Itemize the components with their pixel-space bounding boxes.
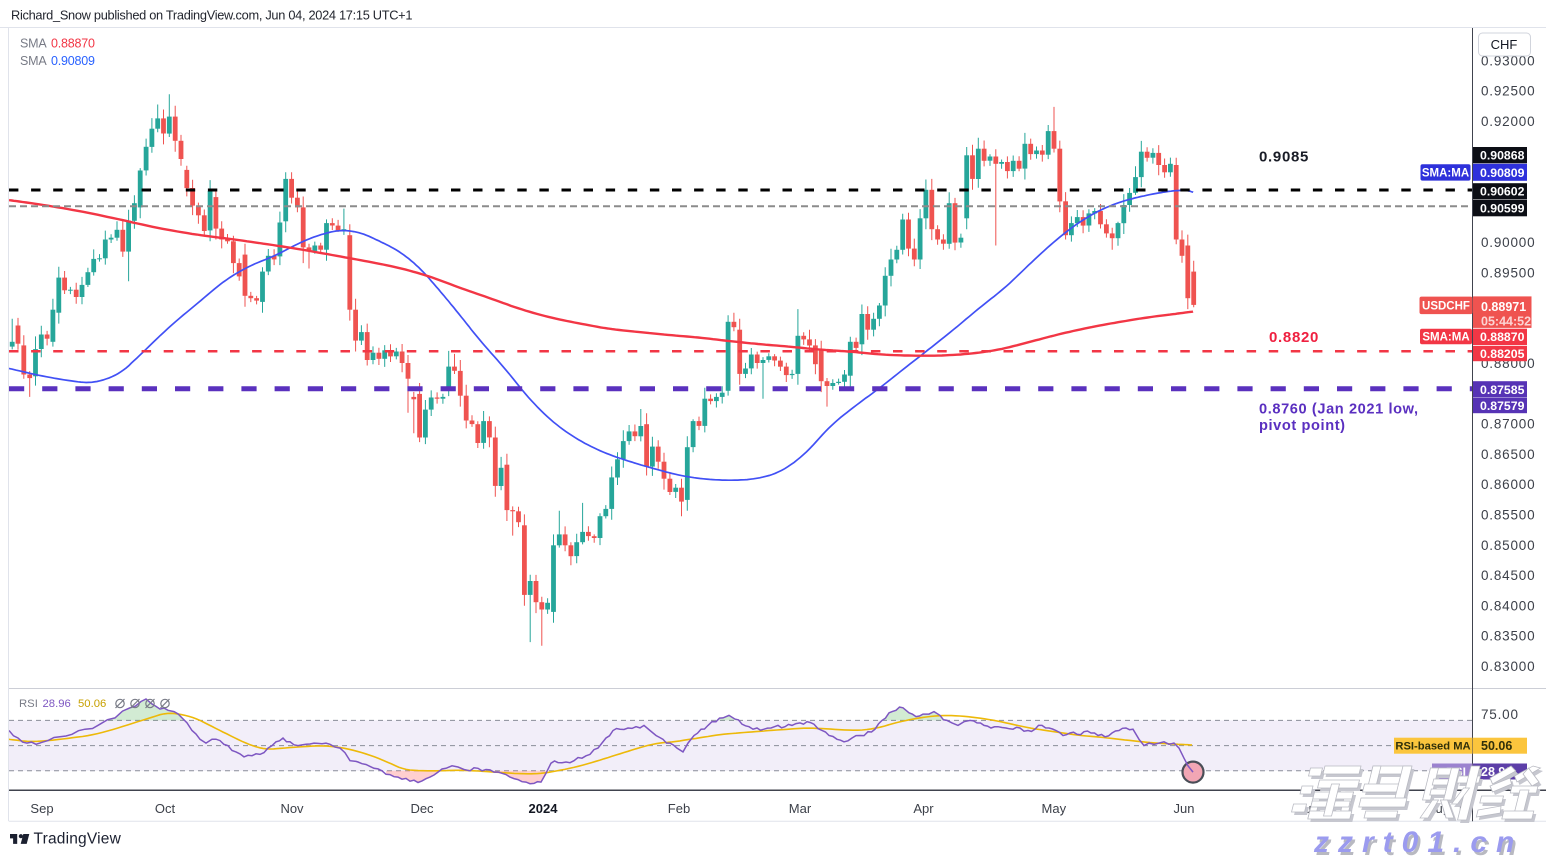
svg-text:Dec: Dec: [410, 801, 434, 816]
svg-text:CHF: CHF: [1491, 37, 1518, 52]
svg-text:0.8760 (Jan 2021 low,: 0.8760 (Jan 2021 low,: [1259, 402, 1419, 418]
svg-text:0.90599: 0.90599: [1480, 201, 1525, 215]
svg-text:RSI: RSI: [19, 698, 38, 710]
svg-text:Nov: Nov: [280, 801, 304, 816]
svg-text:SMA: SMA: [20, 37, 47, 51]
svg-text:USDCHF: USDCHF: [1422, 300, 1470, 312]
svg-text:0.90000: 0.90000: [1481, 235, 1535, 250]
svg-text:0.88870: 0.88870: [1480, 330, 1525, 344]
svg-text:Mar: Mar: [789, 801, 812, 816]
svg-text:0.90809: 0.90809: [51, 54, 95, 68]
svg-text:50.06: 50.06: [78, 698, 106, 710]
svg-text:RSI-based MA: RSI-based MA: [1395, 741, 1470, 753]
svg-text:SMA: SMA: [20, 54, 47, 68]
svg-text:Oct: Oct: [155, 801, 176, 816]
svg-text:0.88971: 0.88971: [1481, 300, 1526, 314]
svg-text:0.88870: 0.88870: [51, 37, 95, 51]
svg-text:SMA:MA: SMA:MA: [1422, 332, 1469, 344]
svg-text:zzrt01.cn: zzrt01.cn: [1313, 826, 1523, 857]
svg-text:0.8820: 0.8820: [1269, 329, 1319, 346]
svg-text:0.86500: 0.86500: [1481, 447, 1535, 462]
svg-text:50.06: 50.06: [1481, 739, 1512, 753]
svg-text:May: May: [1042, 801, 1067, 816]
svg-text:0.92000: 0.92000: [1481, 114, 1535, 129]
svg-text:0.84500: 0.84500: [1481, 568, 1535, 583]
svg-text:0.90602: 0.90602: [1480, 185, 1525, 199]
svg-text:0.83000: 0.83000: [1481, 659, 1535, 674]
svg-text:0.90809: 0.90809: [1480, 166, 1525, 180]
svg-text:0.90868: 0.90868: [1480, 149, 1525, 163]
svg-text:0.85000: 0.85000: [1481, 538, 1535, 553]
svg-text:zzrt01.cn: zzrt01.cn: [1316, 829, 1526, 857]
svg-text:28.96: 28.96: [43, 698, 71, 710]
svg-text:0.86000: 0.86000: [1481, 477, 1535, 492]
svg-text:Feb: Feb: [668, 801, 690, 816]
svg-text:0.87000: 0.87000: [1481, 417, 1535, 432]
svg-text:0.84000: 0.84000: [1481, 598, 1535, 613]
svg-text:0.88205: 0.88205: [1480, 347, 1525, 361]
svg-text:2024: 2024: [529, 801, 559, 816]
svg-text:SMA:MA: SMA:MA: [1422, 168, 1469, 180]
svg-text:TradingView: TradingView: [34, 831, 122, 848]
svg-text:75.00: 75.00: [1481, 707, 1519, 722]
svg-text:0.92500: 0.92500: [1481, 84, 1535, 99]
svg-text:Apr: Apr: [913, 801, 934, 816]
svg-text:Richard_Snow published on Trad: Richard_Snow published on TradingView.co…: [11, 8, 412, 23]
svg-text:0.89500: 0.89500: [1481, 265, 1535, 280]
svg-text:Jun: Jun: [1174, 801, 1195, 816]
svg-text:0.93000: 0.93000: [1481, 53, 1535, 68]
svg-text:pivot point): pivot point): [1259, 418, 1346, 434]
svg-text:0.87585: 0.87585: [1480, 383, 1525, 397]
svg-text:05:44:52: 05:44:52: [1481, 315, 1531, 329]
svg-text:0.85500: 0.85500: [1481, 508, 1535, 523]
svg-text:0.83500: 0.83500: [1481, 629, 1535, 644]
svg-text:0.87579: 0.87579: [1480, 399, 1525, 413]
svg-text:0.9085: 0.9085: [1259, 149, 1309, 166]
svg-text:Sep: Sep: [30, 801, 53, 816]
